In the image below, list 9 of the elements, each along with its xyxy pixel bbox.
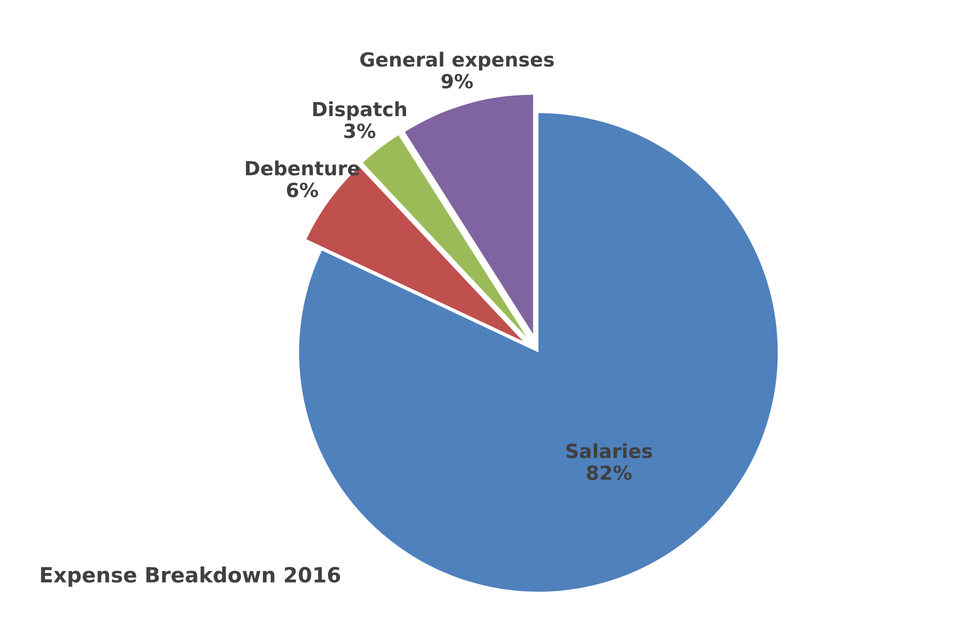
- slice-label: General expenses: [360, 52, 554, 71]
- slice-label: Debenture: [246, 160, 360, 176]
- data-label: 82%: [586, 465, 632, 480]
- slice-label: Dispatch: [313, 101, 406, 120]
- data-label: 9%: [441, 74, 473, 89]
- data-label: 6%: [286, 182, 318, 198]
- slice-label: Salaries: [566, 443, 652, 458]
- text: Expense Breakdown 2016: [41, 566, 340, 587]
- data-label: 3%: [344, 124, 376, 138]
